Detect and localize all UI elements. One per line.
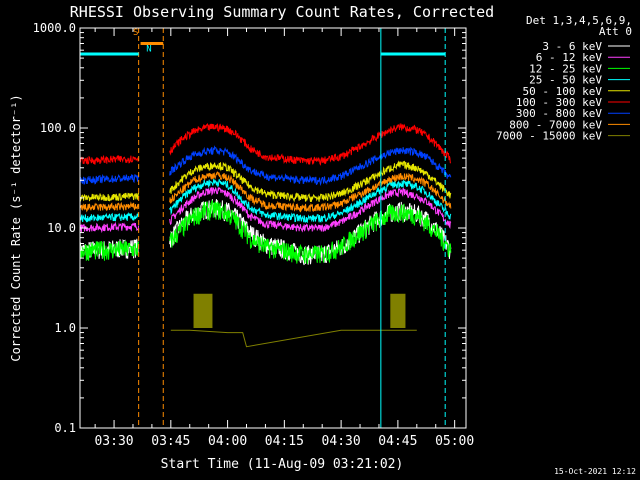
series-2 — [79, 186, 452, 234]
series-6-segment-1 — [79, 154, 140, 165]
legend-entry-label: 12 - 25 keV — [529, 62, 602, 75]
x-axis: 03:30 03:45 04:00 04:15 04:30 04:45 05:00 — [94, 28, 474, 449]
series-2-segment-2 — [169, 186, 452, 233]
legend-entry-label: 100 - 300 keV — [516, 96, 602, 109]
legend-entry-label: 300 - 800 keV — [516, 107, 602, 120]
series-2-segment-1 — [79, 221, 140, 234]
y-tick-label: 1000.0 — [33, 21, 76, 35]
x-tick-label: 03:30 — [94, 434, 133, 449]
series-3-segment-2 — [169, 200, 452, 264]
corner-timestamp: 15-Oct-2021 12:12 — [554, 467, 636, 476]
legend-entry-label: 25 - 50 keV — [529, 74, 602, 87]
legend-header-line: Det 1,3,4,5,6,9, — [526, 14, 632, 27]
y-axis: 0.1 1.0 10.0 100.0 1000.0 — [33, 21, 466, 435]
series-3 — [79, 200, 452, 264]
annotation-9-label: S — [133, 28, 138, 38]
series-4-segment-1 — [79, 211, 140, 223]
series-4 — [79, 178, 452, 224]
series-9 — [170, 293, 417, 348]
series-9-band-1 — [193, 293, 213, 328]
series-8-segment-2 — [169, 171, 452, 213]
series-5 — [79, 160, 452, 203]
series-6-segment-2 — [169, 122, 452, 166]
legend-header-line: Att 0 — [599, 25, 632, 38]
series-5-segment-2 — [169, 160, 452, 203]
series-8-segment-1 — [79, 201, 140, 213]
y-axis-label: Corrected Count Rate (s⁻¹ detector⁻¹) — [9, 94, 23, 361]
annotation-10-label: N — [146, 45, 151, 55]
series-8 — [79, 171, 452, 213]
x-tick-label: 03:45 — [151, 434, 190, 449]
legend-entry-label: 3 - 6 keV — [542, 40, 602, 53]
series-3-segment-1 — [79, 240, 140, 261]
series-6 — [79, 122, 452, 166]
y-tick-label: 100.0 — [40, 121, 76, 135]
series-7-segment-1 — [79, 173, 140, 185]
y-tick-label: 10.0 — [47, 221, 76, 235]
series-7-segment-2 — [169, 145, 452, 187]
series-5-segment-1 — [79, 192, 140, 202]
series-layer — [79, 122, 452, 348]
y-tick-label: 0.1 — [54, 421, 76, 435]
series-7 — [79, 145, 452, 187]
x-tick-label: 05:00 — [435, 434, 474, 449]
series-9-band-2 — [390, 293, 406, 328]
legend-entry-label: 6 - 12 keV — [536, 51, 603, 64]
chart-title: RHESSI Observing Summary Count Rates, Co… — [70, 3, 494, 21]
x-tick-label: 04:00 — [208, 434, 247, 449]
series-9-line — [170, 329, 417, 348]
x-tick-label: 04:30 — [322, 434, 361, 449]
series-4-segment-2 — [169, 178, 452, 224]
x-axis-label: Start Time (11-Aug-09 03:21:02) — [161, 457, 404, 472]
legend-entry-label: 7000 - 15000 keV — [496, 130, 602, 143]
legend-entry-label: 800 - 7000 keV — [509, 118, 602, 131]
x-tick-label: 04:15 — [265, 434, 304, 449]
y-tick-label: 1.0 — [54, 321, 76, 335]
x-tick-label: 04:45 — [378, 434, 417, 449]
legend-entry-label: 50 - 100 keV — [523, 85, 603, 98]
